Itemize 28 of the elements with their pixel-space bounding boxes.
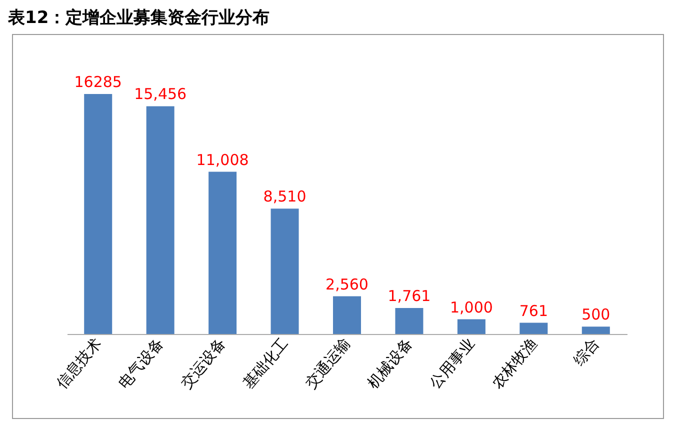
data-label: 11,008 — [196, 150, 249, 169]
bar — [146, 106, 174, 334]
x-tick-label: 交通运输 — [302, 334, 354, 392]
bar — [84, 94, 112, 334]
x-tick-label: 基础化工 — [239, 334, 292, 392]
x-tick-label: 公用事业 — [426, 334, 478, 392]
x-tick-label: 农林牧渔 — [488, 334, 541, 392]
data-label: 1,761 — [388, 287, 431, 306]
x-tick-label: 交运设备 — [177, 334, 230, 392]
bar — [395, 308, 424, 334]
data-label: 761 — [519, 302, 548, 320]
data-label: 8,510 — [263, 188, 306, 206]
bar — [270, 208, 299, 334]
chart-title: 表12：定增企业募集资金行业分布 — [7, 7, 271, 30]
x-tick-label: 电气设备 — [114, 334, 168, 392]
x-tick-label: 信息技术 — [52, 334, 106, 392]
bar — [457, 319, 486, 334]
data-label: 1,000 — [450, 298, 493, 316]
bar — [520, 322, 548, 334]
bar — [333, 296, 361, 334]
data-label: 15,456 — [134, 85, 187, 104]
bar — [208, 172, 237, 334]
x-tick-label: 综合 — [570, 334, 603, 370]
x-tick-label: 机械设备 — [364, 334, 416, 392]
data-label: 2,560 — [326, 275, 368, 294]
bar — [582, 326, 610, 334]
data-label: 16285 — [74, 73, 122, 91]
data-label: 500 — [582, 306, 610, 324]
